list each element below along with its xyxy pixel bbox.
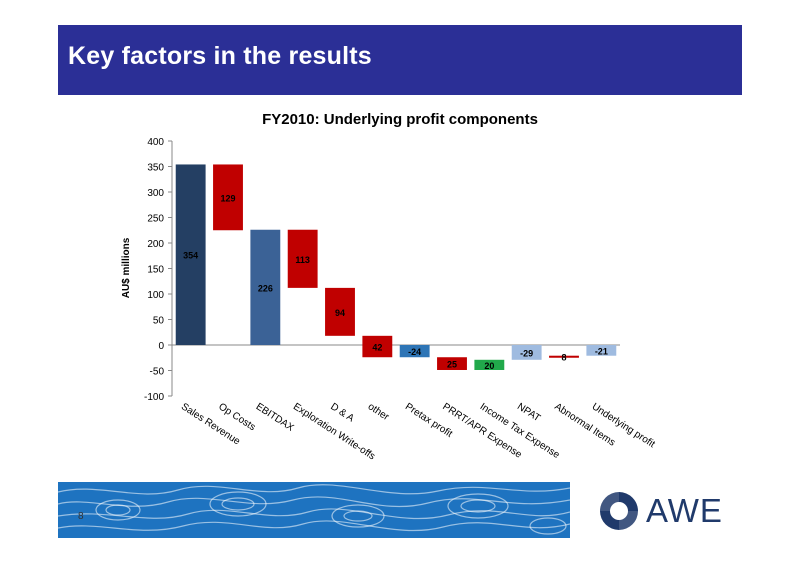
bar-data-label: -21 xyxy=(595,346,608,356)
waterfall-bar xyxy=(511,345,542,360)
y-tick-label: 250 xyxy=(147,214,164,225)
y-tick-label: 350 xyxy=(147,163,164,174)
waterfall-bar xyxy=(437,357,467,370)
y-tick-label: 150 xyxy=(147,265,164,276)
slide-header: Key factors in the results xyxy=(58,25,742,95)
bar-data-label: 25 xyxy=(447,360,457,370)
waterfall-bar xyxy=(474,359,505,370)
chart-title: FY2010: Underlying profit components xyxy=(262,111,538,128)
y-tick-label: 0 xyxy=(158,341,164,352)
waterfall-bar xyxy=(250,229,281,345)
y-tick-label: 200 xyxy=(147,239,164,250)
waterfall-bar xyxy=(586,345,617,356)
waterfall-bar xyxy=(399,345,430,358)
bar-data-label: 94 xyxy=(335,308,345,318)
waterfall-bar xyxy=(362,335,393,358)
bar-data-label: 42 xyxy=(372,343,382,353)
waterfall-bar xyxy=(175,164,206,345)
waterfall-bar xyxy=(549,355,579,358)
bar-data-label: 226 xyxy=(258,283,273,293)
waterfall-chart: FY2010: Underlying profit components AU$… xyxy=(121,111,657,462)
y-tick-label: 50 xyxy=(153,316,165,327)
x-category-label: EBITDAX xyxy=(254,401,296,434)
y-axis-label: AU$ millions xyxy=(121,237,132,298)
y-tick-label: -50 xyxy=(150,367,165,378)
y-tick-label: 300 xyxy=(147,188,164,199)
bar-data-label: -24 xyxy=(408,347,421,357)
waterfall-bar xyxy=(325,287,355,336)
x-category-label: Underlying profit xyxy=(590,401,657,450)
x-category-label: D & A xyxy=(328,401,356,424)
bar-data-label: 20 xyxy=(484,361,494,371)
bar-data-label: 129 xyxy=(220,193,235,203)
y-tick-label: 100 xyxy=(147,290,164,301)
bar-data-label: 354 xyxy=(183,251,198,261)
awe-logo: AWE xyxy=(598,490,728,532)
bar-data-label: -29 xyxy=(520,348,533,358)
topographic-pattern-icon xyxy=(58,484,570,535)
y-tick-label: 400 xyxy=(147,137,164,148)
page-number: 8 xyxy=(78,511,84,522)
axis-layer: -100 -50 0 50 100 150 200 250 300 350 400 xyxy=(144,137,620,403)
footer-topographic-band xyxy=(58,482,570,538)
waterfall-bar xyxy=(213,164,243,231)
bar-data-label: 113 xyxy=(295,255,310,265)
bar-data-label: 8 xyxy=(561,353,566,363)
awe-logo-mark-icon xyxy=(600,492,638,530)
logo-text: AWE xyxy=(646,492,723,529)
x-category-label: other xyxy=(366,401,392,423)
waterfall-bar xyxy=(287,229,318,288)
y-tick-label: -100 xyxy=(144,392,164,403)
x-category-label: NPAT xyxy=(515,401,542,424)
slide-title: Key factors in the results xyxy=(68,42,372,70)
